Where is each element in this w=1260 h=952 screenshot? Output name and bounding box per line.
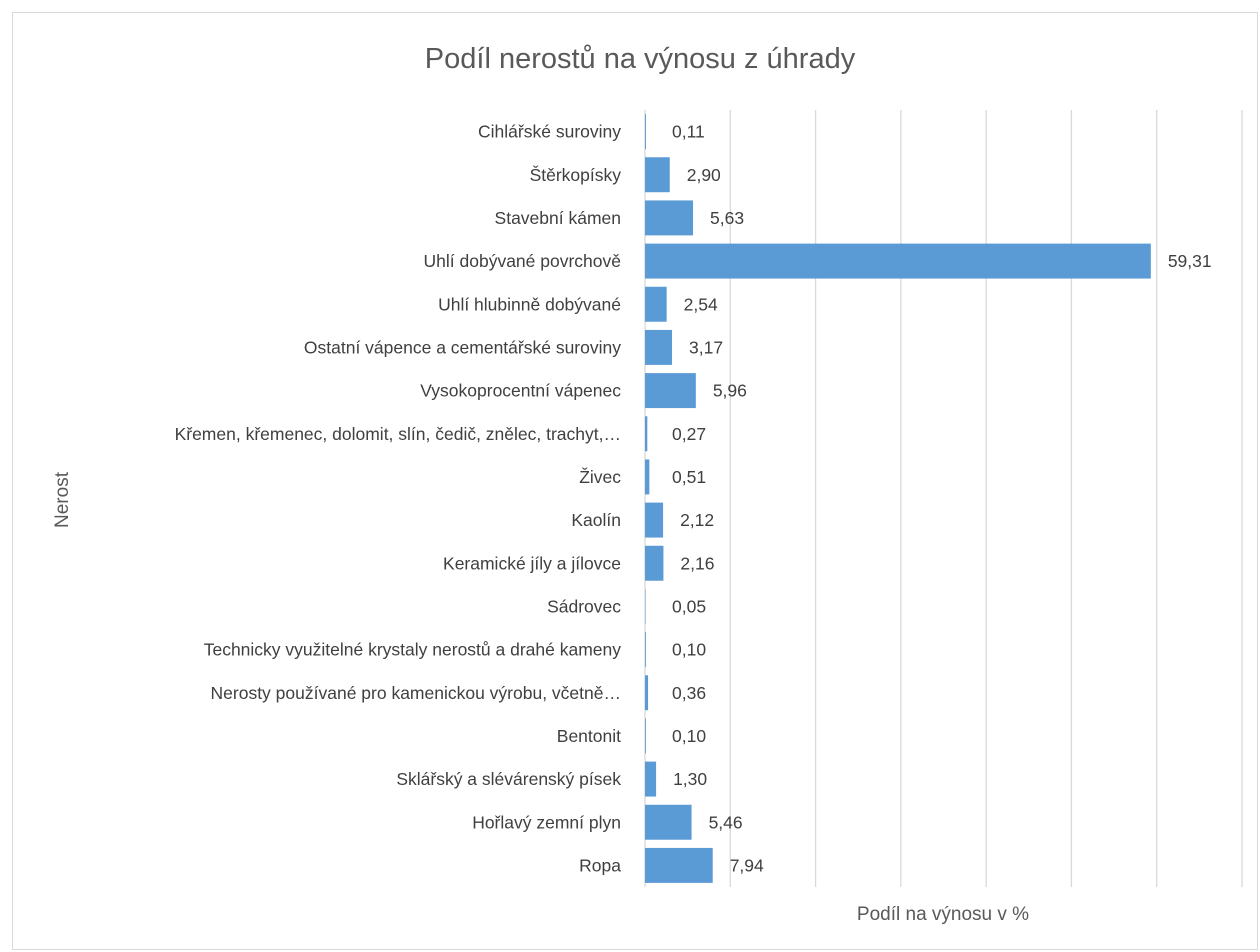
gridlines [644, 110, 1243, 887]
category-label: Hořlavý zemní plyn [472, 812, 621, 832]
chart-frame [12, 12, 1258, 950]
value-label: 2,16 [680, 553, 714, 573]
bars [645, 114, 1151, 883]
bar [645, 545, 664, 581]
bar [645, 632, 646, 668]
bar [645, 286, 667, 322]
category-label: Keramické jíly a jílovce [443, 553, 621, 573]
bar [645, 718, 646, 754]
value-label: 0,27 [672, 424, 706, 444]
x-axis-title: Podíl na výnosu v % [857, 904, 1029, 925]
category-label: Cihlářské suroviny [478, 122, 621, 142]
value-label: 59,31 [1168, 251, 1212, 271]
category-label: Stavební kámen [495, 208, 621, 228]
value-label: 0,11 [672, 122, 705, 142]
value-label: 0,05 [672, 596, 706, 616]
value-label: 0,36 [672, 683, 706, 703]
bar [645, 200, 694, 236]
category-labels: Cihlářské suroviny Štěrkopísky Stavební ká… [175, 122, 622, 876]
category-label: Živec [579, 467, 621, 487]
bar [645, 804, 692, 840]
bar [645, 373, 696, 409]
category-label: Štěrkopísky [530, 164, 622, 185]
category-label: Uhlí hlubinně dobývané [438, 294, 621, 314]
value-label: 0,51 [672, 467, 706, 487]
value-label: 7,94 [730, 855, 764, 875]
category-label: Křemen, křemenec, dolomit, slín, čedič, … [175, 424, 621, 444]
bar [645, 588, 646, 624]
bar [645, 761, 657, 797]
category-label: Kaolín [571, 510, 621, 530]
value-label: 5,46 [709, 812, 743, 832]
category-label: Sádrovec [547, 596, 621, 616]
bar [645, 329, 673, 365]
bar [645, 243, 1151, 279]
bar [645, 847, 713, 883]
bar [645, 459, 650, 495]
value-label: 0,10 [672, 726, 706, 746]
value-label: 2,54 [684, 294, 718, 314]
chart-title: Podíl nerostů na výnosu z úhrady [425, 43, 856, 75]
category-label: Uhlí dobývané povrchově [424, 251, 621, 271]
value-label: 3,17 [689, 337, 723, 357]
category-label: Ostatní vápence a cementářské suroviny [304, 337, 621, 357]
bar [645, 114, 646, 150]
value-label: 5,96 [713, 381, 747, 401]
category-label: Vysokoprocentní vápenec [420, 381, 621, 401]
bar [645, 502, 664, 538]
bar [645, 675, 649, 711]
category-label: Nerosty používané pro kamenickou výrobu,… [211, 683, 621, 703]
value-label: 2,12 [680, 510, 714, 530]
bar [645, 157, 670, 193]
category-label: Sklářský a slévárenský písek [396, 769, 621, 789]
value-label: 0,10 [672, 640, 706, 660]
y-axis-title: Nerost [52, 471, 73, 528]
value-label: 5,63 [710, 208, 744, 228]
bar [645, 416, 648, 452]
value-label: 2,90 [687, 165, 721, 185]
category-label: Technicky využitelné krystaly nerostů a … [204, 640, 622, 660]
category-label: Bentonit [557, 726, 621, 746]
value-label: 1,30 [673, 769, 707, 789]
value-labels: 0,11 2,90 5,63 59,31 2,54 3,17 5,96 0,27 0,51 2,1… [672, 122, 1212, 876]
category-label: Ropa [579, 855, 621, 875]
